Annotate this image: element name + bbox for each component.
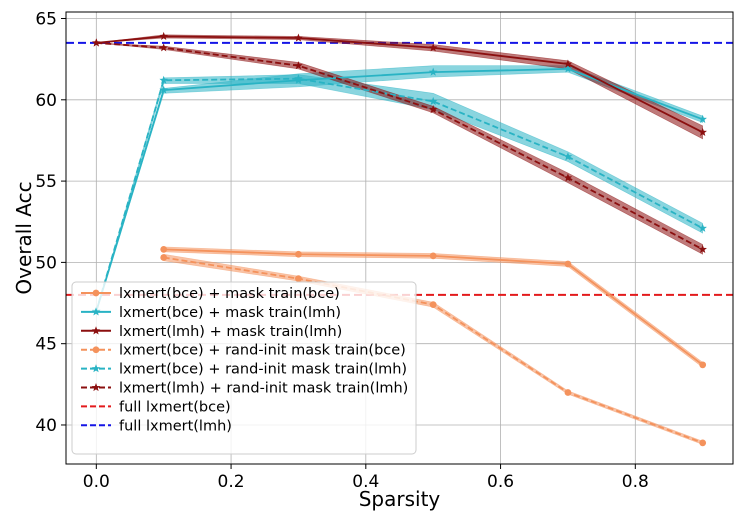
plot-frame	[65, 11, 734, 465]
data-point-marker	[428, 67, 438, 76]
data-point-marker	[92, 346, 100, 354]
legend-label: lxmert(bce) + rand-init mask train(bce)	[119, 343, 406, 359]
series-line	[96, 35, 704, 134]
data-point-marker	[295, 275, 302, 283]
data-point-marker	[698, 127, 707, 136]
data-point-marker	[159, 75, 168, 84]
data-point-marker	[428, 96, 438, 106]
data-point-marker	[563, 173, 573, 182]
x-tick-label: 0.0	[83, 472, 110, 492]
confidence-band	[96, 74, 703, 312]
data-point-marker	[698, 223, 707, 232]
data-point-marker	[294, 33, 303, 42]
data-point-marker	[698, 114, 707, 123]
x-tick-label: 0.2	[218, 472, 245, 492]
y-tick-label: 65	[35, 10, 57, 30]
y-axis-title: Overall Acc	[12, 181, 36, 294]
legend: lxmert(bce) + mask train(bce) lxmert(bce)…	[71, 281, 417, 455]
y-tick-label: 50	[35, 253, 57, 273]
data-point-marker	[92, 38, 101, 47]
data-point-marker	[159, 31, 168, 41]
data-point-marker	[294, 61, 303, 70]
legend-label: full lxmert(lmh)	[119, 418, 232, 434]
x-tick-label: 0.8	[622, 472, 649, 492]
x-tick-label: 0.4	[352, 472, 379, 492]
y-tick-label: 55	[35, 172, 57, 192]
legend-label: lxmert(lmh) + mask train(lmh)	[119, 324, 342, 340]
series-line	[95, 77, 704, 312]
data-point-marker	[564, 389, 572, 396]
data-point-marker	[563, 59, 573, 68]
legend-label: full lxmert(bce)	[119, 399, 231, 415]
data-point-marker	[428, 43, 438, 52]
legend-label: lxmert(bce) + rand-init mask train(lmh)	[119, 362, 407, 378]
x-axis-title: Sparsity	[359, 487, 441, 511]
data-point-marker	[92, 289, 100, 297]
data-point-marker	[564, 260, 572, 268]
data-point-marker	[159, 85, 168, 94]
data-point-marker	[428, 105, 438, 114]
data-point-marker	[159, 43, 168, 52]
data-point-marker	[295, 250, 302, 258]
data-point-marker	[160, 254, 168, 261]
data-point-marker	[294, 74, 303, 83]
x-tick-label: 0.6	[487, 472, 514, 492]
legend-box	[71, 281, 417, 455]
data-point-marker	[160, 246, 168, 253]
series-line	[95, 68, 703, 312]
data-point-marker	[429, 252, 437, 260]
legend-label: lxmert(lmh) + rand-init mask train(lmh)	[119, 381, 408, 397]
y-tick-label: 60	[35, 91, 57, 111]
data-point-marker	[699, 361, 707, 369]
legend-label: lxmert(bce) + mask train(lmh)	[119, 305, 341, 321]
legend-label: lxmert(bce) + mask train(bce)	[119, 286, 340, 302]
axis-ticks: 0.0 0.2 0.4 0.6 0.8 40 45 50 55 60 65	[35, 10, 648, 492]
series-lines	[95, 35, 704, 444]
data-point-marker	[699, 439, 707, 447]
data-point-marker	[429, 301, 437, 309]
data-point-marker	[91, 307, 101, 316]
data-point-marker	[91, 364, 101, 373]
y-tick-label: 40	[35, 416, 57, 436]
data-point-marker	[91, 326, 101, 335]
data-point-marker	[91, 383, 101, 392]
data-point-marker	[563, 64, 573, 73]
series-line	[96, 41, 704, 251]
data-point-marker	[563, 152, 573, 161]
data-point-marker	[698, 244, 707, 254]
y-tick-label: 45	[35, 335, 57, 355]
